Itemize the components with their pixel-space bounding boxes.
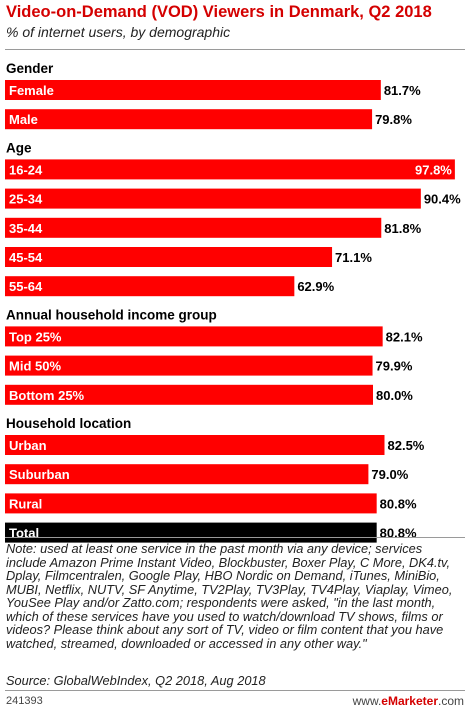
bar-35-44-label: 35-44: [9, 221, 43, 236]
bar-bottom-25--bar: [5, 384, 373, 405]
bar-male-value: 79.8%: [375, 112, 412, 127]
chart-source: Source: GlobalWebIndex, Q2 2018, Aug 201…: [6, 673, 266, 688]
bar-suburban-label: Suburban: [9, 467, 70, 482]
group-heading: Age: [6, 140, 32, 155]
group-heading: Gender: [6, 61, 54, 76]
bar-urban-value: 82.5%: [388, 438, 425, 453]
bar-total-bar: [5, 522, 377, 543]
bar-suburban-bar: [5, 464, 369, 485]
bar-mid-50--bar: [5, 355, 373, 376]
bar-45-54-label: 45-54: [9, 250, 43, 265]
bar-mid-50--value: 79.9%: [376, 359, 413, 374]
bar-suburban-value: 79.0%: [371, 467, 408, 482]
bar-55-64-bar: [5, 276, 295, 297]
bar-45-54-bar: [5, 247, 333, 267]
bar-rural-bar: [5, 493, 377, 514]
bar-25-34-bar: [5, 188, 421, 209]
bar-urban-label: Urban: [9, 438, 47, 453]
bar-rural-value: 80.8%: [380, 496, 417, 511]
bar-bottom-25--label: Bottom 25%: [9, 388, 85, 403]
bar-35-44-value: 81.8%: [384, 221, 421, 236]
bar-55-64-value: 62.9%: [297, 279, 334, 294]
bar-top-25--value: 82.1%: [386, 329, 423, 344]
bar-total-value: 80.8%: [380, 526, 417, 541]
chart-subtitle: % of internet users, by demographic: [6, 24, 231, 40]
bar-female-label: Female: [9, 83, 54, 98]
bar-25-34-value: 90.4%: [424, 192, 461, 207]
bar-total-label: Total: [9, 526, 39, 541]
bar-female-bar: [5, 80, 381, 100]
group-heading: Annual household income group: [6, 307, 217, 322]
bar-male-bar: [5, 109, 373, 130]
bar-16-24-label: 16-24: [9, 162, 43, 177]
bar-55-64-label: 55-64: [9, 279, 43, 294]
brand-logo: www.eMarketer.com: [352, 694, 464, 708]
bottom-divider: [5, 537, 465, 538]
bar-top-25--bar: [5, 326, 383, 347]
bar-16-24-value: 97.8%: [415, 162, 452, 177]
bar-top-25--label: Top 25%: [9, 329, 62, 344]
bar-25-34-label: 25-34: [9, 192, 43, 207]
group-heading: Household location: [6, 416, 131, 431]
bar-45-54-value: 71.1%: [335, 250, 372, 265]
bar-bottom-25--value: 80.0%: [376, 388, 413, 403]
bar-35-44-bar: [5, 217, 382, 238]
chart-id: 241393: [6, 695, 43, 707]
chart-title: Video-on-Demand (VOD) Viewers in Denmark…: [6, 3, 432, 21]
top-divider: [5, 49, 465, 50]
bar-female-value: 81.7%: [384, 83, 421, 98]
chart-note: Note: used at least one service in the p…: [6, 541, 453, 651]
bar-male-label: Male: [9, 112, 38, 127]
footer-divider: [5, 690, 465, 691]
bar-rural-label: Rural: [9, 496, 42, 511]
bar-16-24-bar: [5, 159, 455, 180]
bar-urban-bar: [5, 435, 385, 455]
bar-mid-50--label: Mid 50%: [9, 359, 61, 374]
